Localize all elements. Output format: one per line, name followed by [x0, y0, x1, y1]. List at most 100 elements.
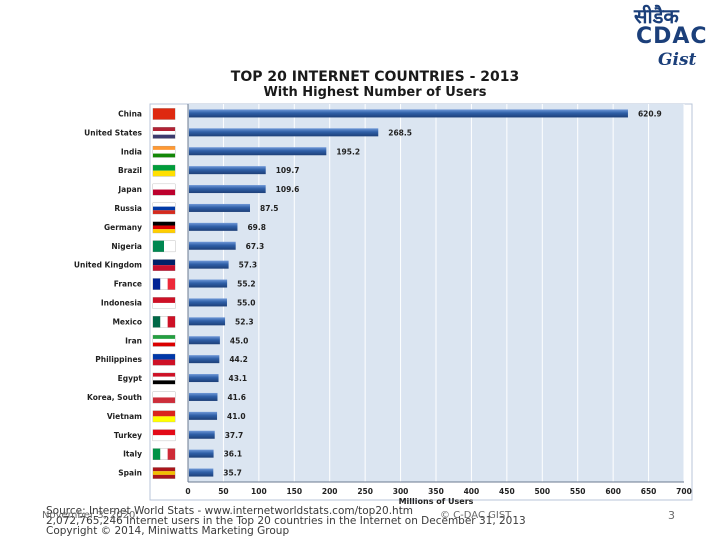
data-label: 55.2 — [237, 280, 256, 289]
category-label: Vietnam — [107, 412, 142, 421]
flag-band — [153, 225, 175, 230]
slide-date: November 3, 2020 — [42, 510, 136, 521]
flag-band — [153, 146, 175, 150]
bar — [189, 185, 266, 194]
flag-band — [164, 240, 175, 252]
flag-band — [153, 221, 175, 226]
data-label: 67.3 — [246, 242, 265, 251]
flag-band — [153, 376, 175, 381]
logo-hindi-text: सीडैक — [634, 4, 679, 28]
flag-band — [153, 202, 175, 207]
bar — [189, 279, 228, 288]
data-label: 87.5 — [260, 204, 279, 213]
chart-title: TOP 20 INTERNET COUNTRIES - 2013 — [230, 69, 520, 85]
category-label: Nigeria — [111, 242, 142, 251]
bar — [189, 317, 226, 326]
data-label: 52.3 — [235, 317, 254, 326]
category-label: United Kingdom — [74, 261, 142, 270]
data-label: 43.1 — [229, 374, 248, 383]
data-label: 55.0 — [237, 298, 256, 307]
category-label: Philippines — [95, 355, 142, 364]
category-label: Japan — [117, 185, 142, 194]
flag-band — [153, 471, 175, 475]
x-tick-label: 150 — [286, 487, 302, 496]
flag-band — [153, 240, 164, 252]
flag-band — [153, 359, 175, 366]
x-tick-label: 50 — [218, 487, 228, 496]
bar — [189, 392, 218, 401]
flag-band — [153, 342, 175, 347]
data-label: 109.6 — [276, 185, 300, 194]
flag-band — [153, 429, 175, 436]
data-label: 41.6 — [227, 393, 246, 402]
chart-title-block: TOP 20 INTERNET COUNTRIES - 2013 With Hi… — [150, 69, 600, 101]
flag-band — [153, 354, 175, 360]
category-label: France — [114, 280, 142, 289]
footer-source: Source: Internet World Stats - www.inter… — [46, 505, 414, 517]
bar — [189, 298, 227, 307]
logo-cdac-text: CDAC — [636, 24, 708, 49]
flag-band — [153, 170, 175, 177]
data-label: 195.2 — [336, 147, 360, 156]
category-label: Mexico — [112, 317, 142, 326]
category-label: Egypt — [118, 374, 143, 383]
category-label: Iran — [125, 336, 142, 345]
bar — [189, 147, 327, 156]
category-label: Brazil — [118, 166, 142, 175]
flag-band — [153, 108, 175, 120]
flag-band — [167, 278, 175, 290]
slide-copyright: © C-DAC GIST — [440, 510, 512, 521]
flag-band — [153, 316, 161, 328]
logo-gist-text: Gist — [658, 50, 697, 70]
x-tick-label: 250 — [357, 487, 373, 496]
flag-band — [153, 335, 175, 339]
flag-band — [153, 184, 175, 190]
bar — [189, 260, 229, 269]
bar — [189, 203, 250, 212]
data-label: 69.8 — [247, 223, 266, 232]
category-label: Russia — [114, 204, 142, 213]
bar — [189, 222, 238, 231]
x-axis-label: Millions of Users — [399, 497, 474, 506]
flag-band — [153, 416, 175, 422]
flag-band — [153, 165, 175, 171]
category-label: Indonesia — [101, 298, 142, 307]
bar — [189, 449, 214, 458]
flag-band — [160, 278, 168, 290]
flag-band — [153, 210, 175, 214]
x-tick-label: 200 — [322, 487, 338, 496]
flag-band — [153, 410, 175, 417]
flag-band — [153, 229, 175, 233]
data-label: 36.1 — [224, 450, 243, 459]
cdac-gist-logo: सीडैक CDAC Gist — [630, 2, 714, 72]
x-tick-label: 600 — [605, 487, 621, 496]
bar — [189, 166, 266, 175]
flag-band — [160, 316, 168, 328]
data-label: 44.2 — [229, 355, 248, 364]
flag-band — [153, 134, 175, 139]
x-tick-label: 350 — [428, 487, 444, 496]
flag-band — [153, 189, 175, 196]
flag-band — [167, 316, 175, 328]
data-label: 268.5 — [388, 128, 412, 137]
bar — [189, 241, 236, 250]
category-label: Korea, South — [87, 393, 142, 402]
flag-band — [153, 127, 175, 132]
bar — [189, 411, 218, 420]
flag-band — [153, 131, 175, 135]
x-tick-label: 500 — [534, 487, 550, 496]
flag-band — [153, 397, 175, 403]
flag-band — [153, 206, 175, 211]
flag-band — [153, 391, 175, 398]
flag-band — [153, 278, 161, 290]
x-tick-label: 0 — [185, 487, 190, 496]
data-label: 37.7 — [225, 431, 244, 440]
x-tick-label: 650 — [641, 487, 657, 496]
category-label: Italy — [123, 450, 142, 459]
x-tick-label: 400 — [464, 487, 480, 496]
flag-band — [153, 435, 175, 441]
category-label: Germany — [104, 223, 142, 232]
flag-band — [153, 265, 175, 271]
flag-band — [153, 302, 175, 309]
category-label: Spain — [118, 469, 142, 478]
